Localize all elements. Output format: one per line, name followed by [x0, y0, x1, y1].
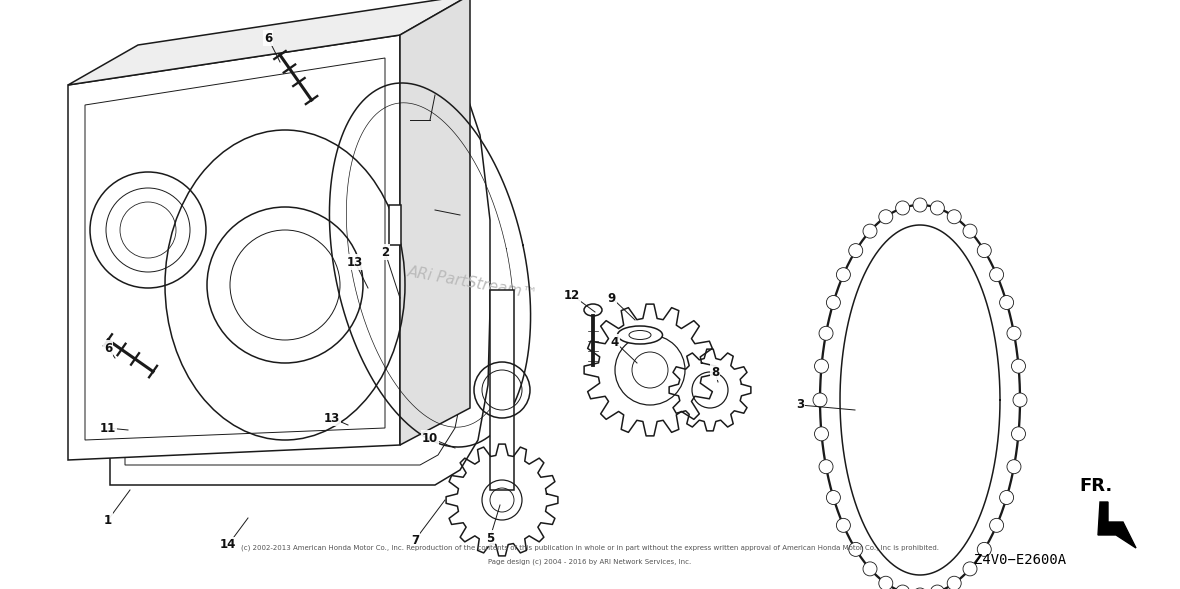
Circle shape: [826, 491, 840, 505]
Circle shape: [826, 296, 840, 309]
Circle shape: [879, 210, 893, 224]
Circle shape: [999, 296, 1014, 309]
Circle shape: [863, 224, 877, 238]
Circle shape: [879, 576, 893, 589]
Circle shape: [896, 585, 910, 589]
Circle shape: [913, 198, 927, 212]
Text: 12: 12: [564, 289, 581, 302]
Polygon shape: [1099, 502, 1136, 548]
Circle shape: [1007, 459, 1021, 474]
Text: 4: 4: [611, 336, 620, 349]
Text: 11: 11: [100, 422, 116, 435]
Circle shape: [848, 542, 863, 557]
Polygon shape: [389, 205, 401, 245]
Polygon shape: [400, 0, 470, 445]
Circle shape: [814, 359, 828, 373]
Circle shape: [963, 562, 977, 576]
Text: 2: 2: [381, 246, 389, 259]
Circle shape: [977, 244, 991, 257]
Circle shape: [990, 518, 1004, 532]
Circle shape: [1012, 393, 1027, 407]
Text: ARi PartStream™: ARi PartStream™: [406, 264, 538, 302]
Circle shape: [1011, 359, 1025, 373]
Text: 6: 6: [264, 31, 273, 45]
Text: 3: 3: [796, 399, 804, 412]
Circle shape: [814, 427, 828, 441]
Text: 1: 1: [104, 514, 112, 527]
Polygon shape: [110, 52, 490, 485]
Circle shape: [1007, 326, 1021, 340]
Polygon shape: [68, 35, 400, 460]
Text: Page design (c) 2004 - 2016 by ARI Network Services, Inc.: Page design (c) 2004 - 2016 by ARI Netwo…: [489, 559, 691, 565]
Circle shape: [999, 491, 1014, 505]
Circle shape: [930, 201, 944, 215]
Polygon shape: [490, 290, 514, 490]
Ellipse shape: [617, 326, 662, 344]
Text: FR.: FR.: [1080, 477, 1113, 495]
Circle shape: [819, 459, 833, 474]
Text: 5: 5: [486, 531, 494, 544]
Ellipse shape: [584, 304, 602, 316]
Circle shape: [930, 585, 944, 589]
Circle shape: [837, 267, 851, 282]
Text: 14: 14: [219, 538, 236, 551]
Circle shape: [963, 224, 977, 238]
Circle shape: [848, 244, 863, 257]
Circle shape: [913, 588, 927, 589]
Text: 6: 6: [104, 342, 112, 355]
Text: 8: 8: [710, 366, 719, 379]
Text: 13: 13: [347, 256, 363, 269]
Circle shape: [837, 518, 851, 532]
Circle shape: [977, 542, 991, 557]
Text: (c) 2002-2013 American Honda Motor Co., Inc. Reproduction of the contents of thi: (c) 2002-2013 American Honda Motor Co., …: [241, 545, 939, 551]
Circle shape: [1011, 427, 1025, 441]
Text: 9: 9: [608, 292, 616, 305]
Polygon shape: [68, 0, 470, 85]
Circle shape: [863, 562, 877, 576]
Text: 13: 13: [323, 412, 340, 425]
Text: Z4V0−E2600A: Z4V0−E2600A: [974, 553, 1066, 567]
Circle shape: [896, 201, 910, 215]
Circle shape: [813, 393, 827, 407]
Text: 10: 10: [422, 432, 438, 445]
Circle shape: [948, 210, 962, 224]
Text: 7: 7: [411, 534, 419, 547]
Circle shape: [819, 326, 833, 340]
Circle shape: [948, 576, 962, 589]
Circle shape: [990, 267, 1004, 282]
